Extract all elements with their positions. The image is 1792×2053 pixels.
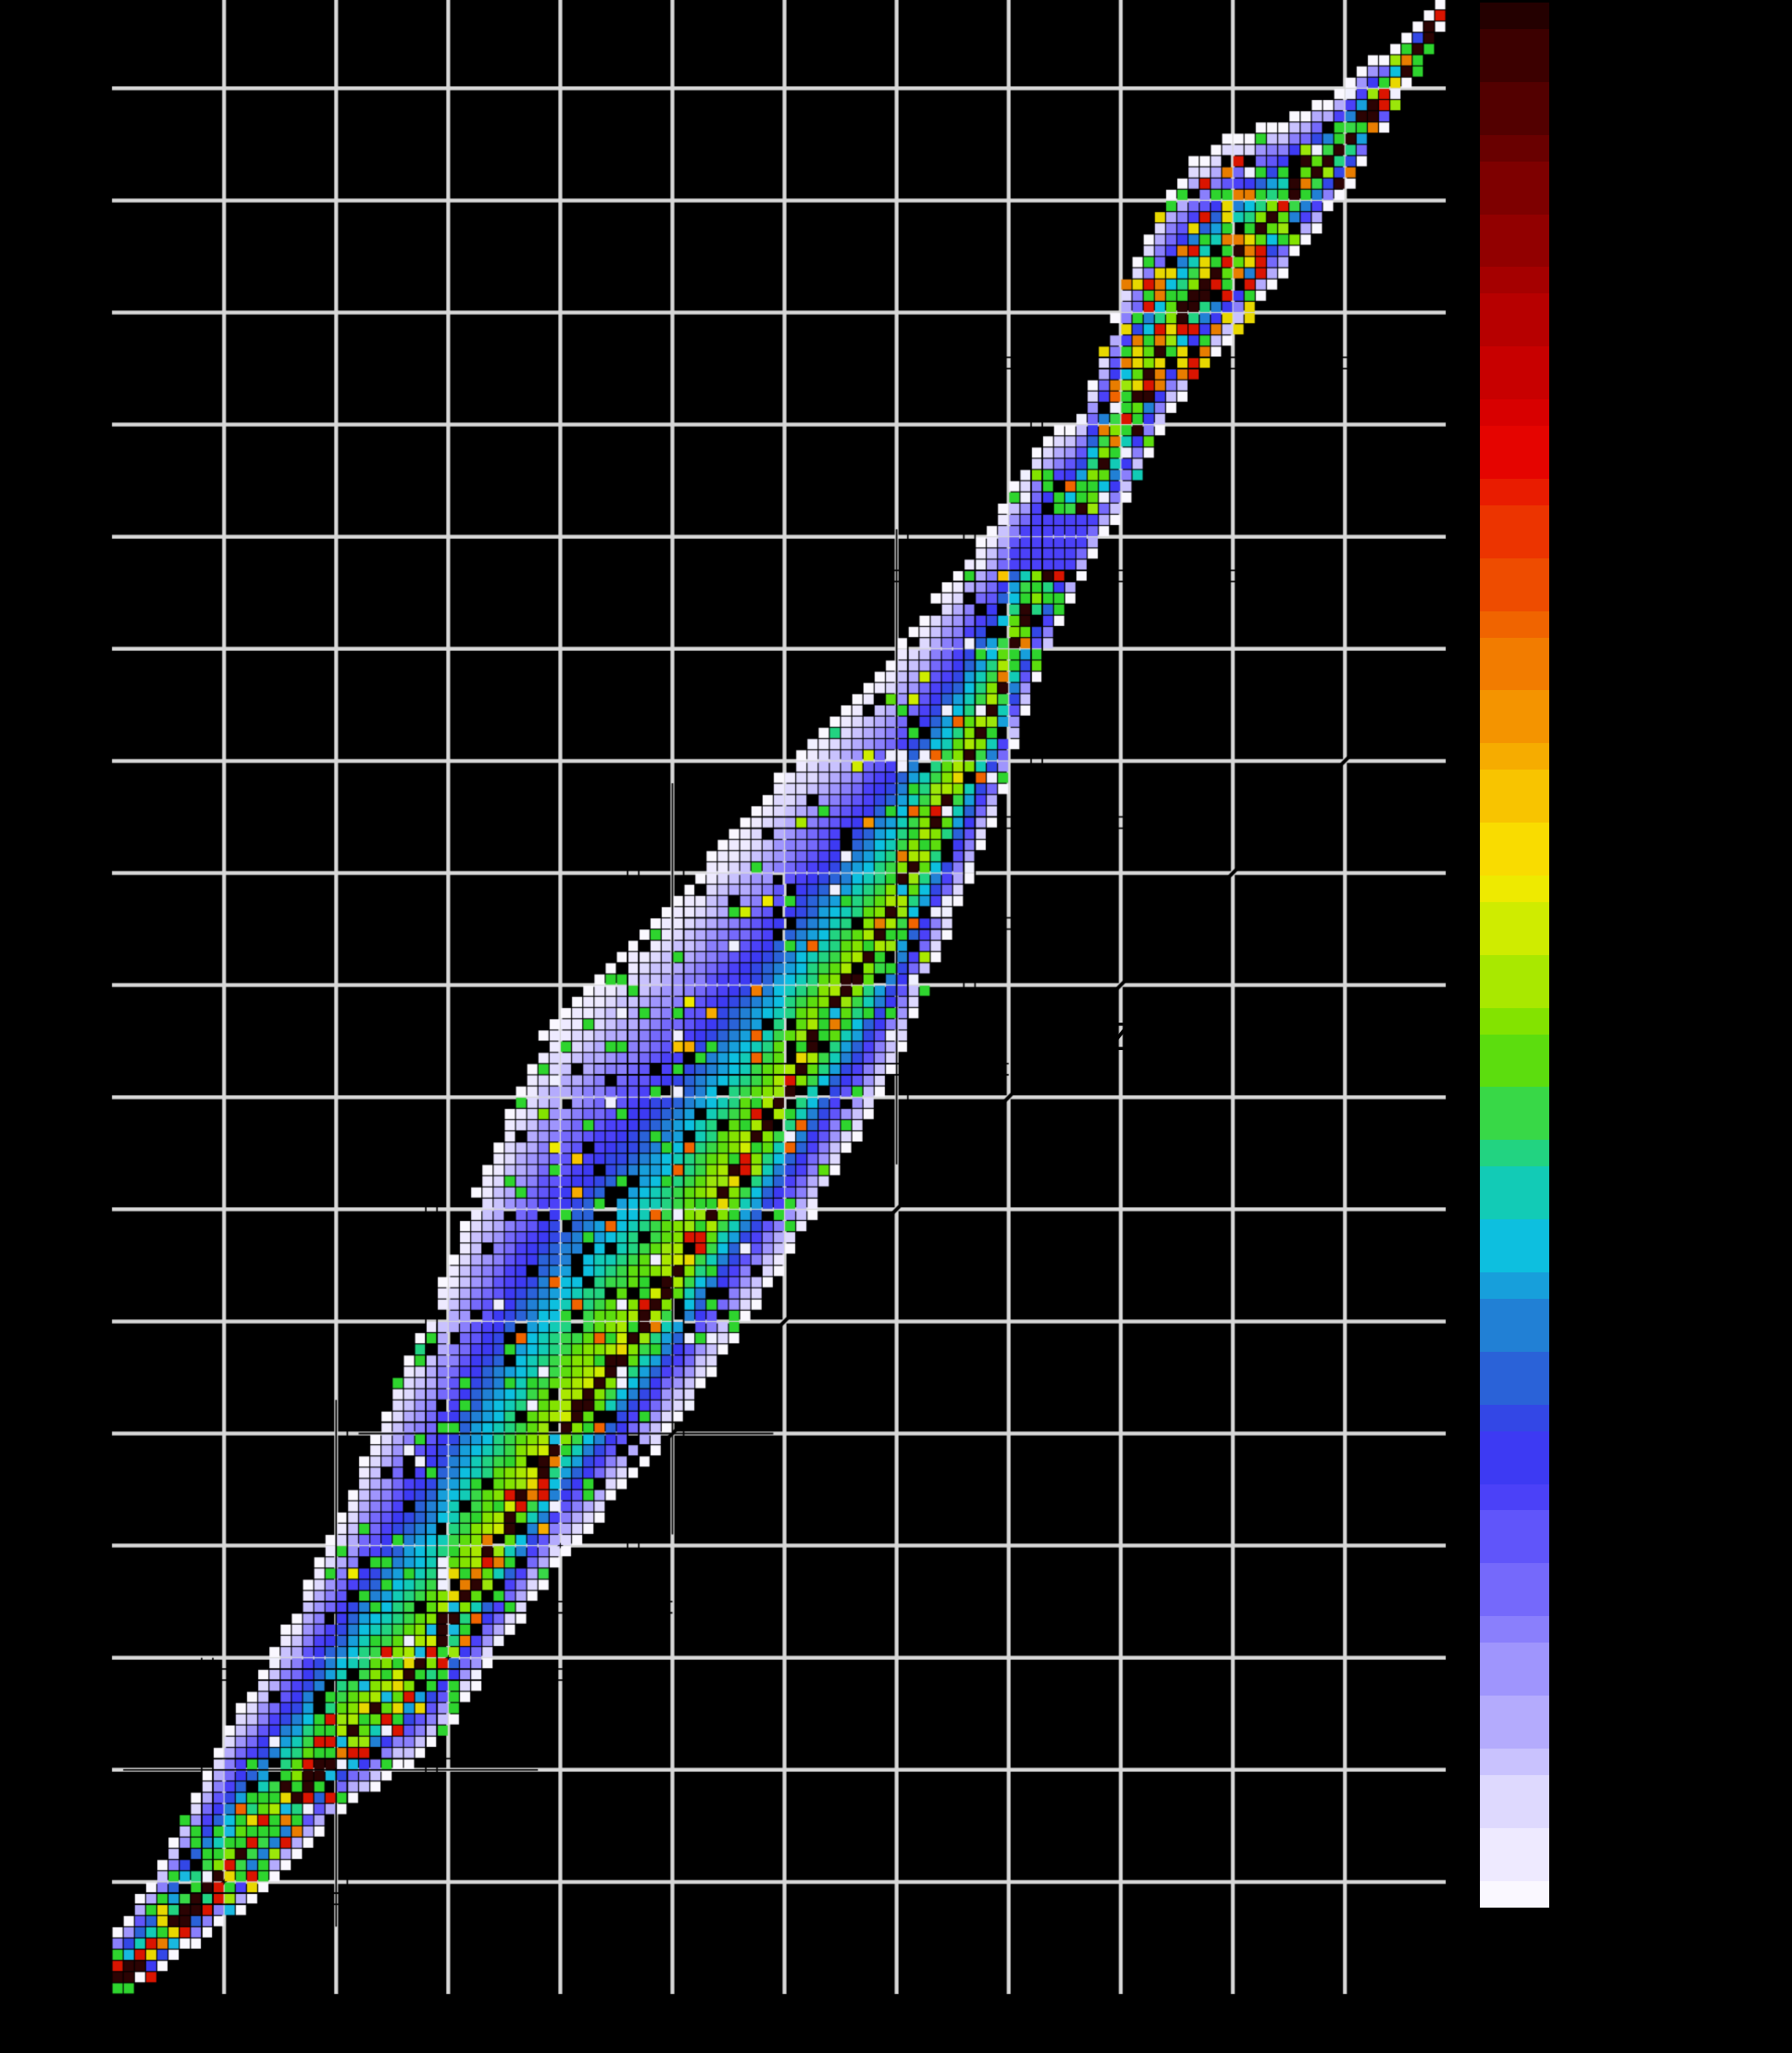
colorbar-band — [1480, 928, 1549, 955]
colorbar-band — [1480, 1643, 1549, 1670]
colorbar-band — [1480, 3, 1549, 29]
colorbar-band — [1480, 1696, 1549, 1722]
colorbar-band — [1480, 557, 1549, 585]
colorbar-band — [1480, 478, 1549, 505]
colorbar-band — [1480, 954, 1549, 982]
colorbar-band — [1480, 796, 1549, 823]
colorbar-band — [1480, 28, 1549, 56]
colorbar-band — [1480, 1431, 1549, 1458]
colorbar-band — [1480, 823, 1549, 849]
colorbar-band — [1480, 1166, 1549, 1194]
colorbar-band — [1480, 108, 1549, 135]
colorbar-band — [1480, 1378, 1549, 1405]
colorbar-band — [1480, 770, 1549, 797]
colorbar-band — [1480, 1616, 1549, 1643]
colorbar-band — [1480, 1669, 1549, 1696]
colorbar-band — [1480, 1537, 1549, 1564]
colorbar-band — [1480, 399, 1549, 426]
colorbar-band — [1480, 743, 1549, 770]
colorbar-band — [1480, 1219, 1549, 1247]
colorbar-band — [1480, 981, 1549, 1008]
colorbar-band — [1480, 451, 1549, 479]
colorbar-band — [1480, 611, 1549, 638]
colorbar-band — [1480, 1721, 1549, 1749]
colorbar-band — [1480, 1854, 1549, 1881]
colorbar-band — [1480, 1246, 1549, 1272]
colorbar-band — [1480, 1324, 1549, 1352]
colorbar-band — [1480, 134, 1549, 162]
colorbar-band — [1480, 717, 1549, 744]
colorbar-band — [1480, 1457, 1549, 1484]
colorbar-band — [1480, 637, 1549, 664]
colorbar-band — [1480, 1404, 1549, 1431]
colorbar-band — [1480, 849, 1549, 876]
colorbar-band — [1480, 1140, 1549, 1167]
colorbar-band — [1480, 1272, 1549, 1299]
colorbar-band — [1480, 1880, 1549, 1908]
colorbar-band — [1480, 531, 1549, 558]
colorbar-band — [1480, 1774, 1549, 1802]
colorbar-band — [1480, 161, 1549, 188]
colorbar-band — [1480, 267, 1549, 294]
colorbar-band — [1480, 293, 1549, 321]
colorbar-band — [1480, 1113, 1549, 1141]
colorbar — [1480, 3, 1549, 1908]
colorbar-band — [1480, 214, 1549, 241]
colorbar-band — [1480, 1563, 1549, 1590]
colorbar-band — [1480, 901, 1549, 929]
colorbar-band — [1480, 1351, 1549, 1378]
colorbar-band — [1480, 55, 1549, 82]
colorbar-band — [1480, 690, 1549, 717]
colorbar-band — [1480, 1510, 1549, 1537]
colorbar-band — [1480, 1801, 1549, 1828]
colorbar-band — [1480, 320, 1549, 347]
colorbar-band — [1480, 1193, 1549, 1220]
colorbar-band — [1480, 664, 1549, 691]
colorbar-band — [1480, 240, 1549, 268]
colorbar-band — [1480, 504, 1549, 532]
colorbar-band — [1480, 1034, 1549, 1061]
colorbar-band — [1480, 1827, 1549, 1855]
colorbar-band — [1480, 426, 1549, 452]
colorbar-band — [1480, 81, 1549, 109]
z-equals-n-annotation: Z = N — [1106, 1016, 1271, 1059]
colorbar-band — [1480, 1298, 1549, 1325]
colorbar-band — [1480, 1007, 1549, 1035]
colorbar-band — [1480, 187, 1549, 215]
colorbar-band — [1480, 1484, 1549, 1511]
colorbar-band — [1480, 1060, 1549, 1088]
colorbar-band — [1480, 1590, 1549, 1617]
colorbar-band — [1480, 346, 1549, 374]
colorbar-band — [1480, 584, 1549, 611]
colorbar-band — [1480, 875, 1549, 902]
colorbar-band — [1480, 1087, 1549, 1114]
colorbar-band — [1480, 373, 1549, 400]
colorbar-band — [1480, 1748, 1549, 1775]
